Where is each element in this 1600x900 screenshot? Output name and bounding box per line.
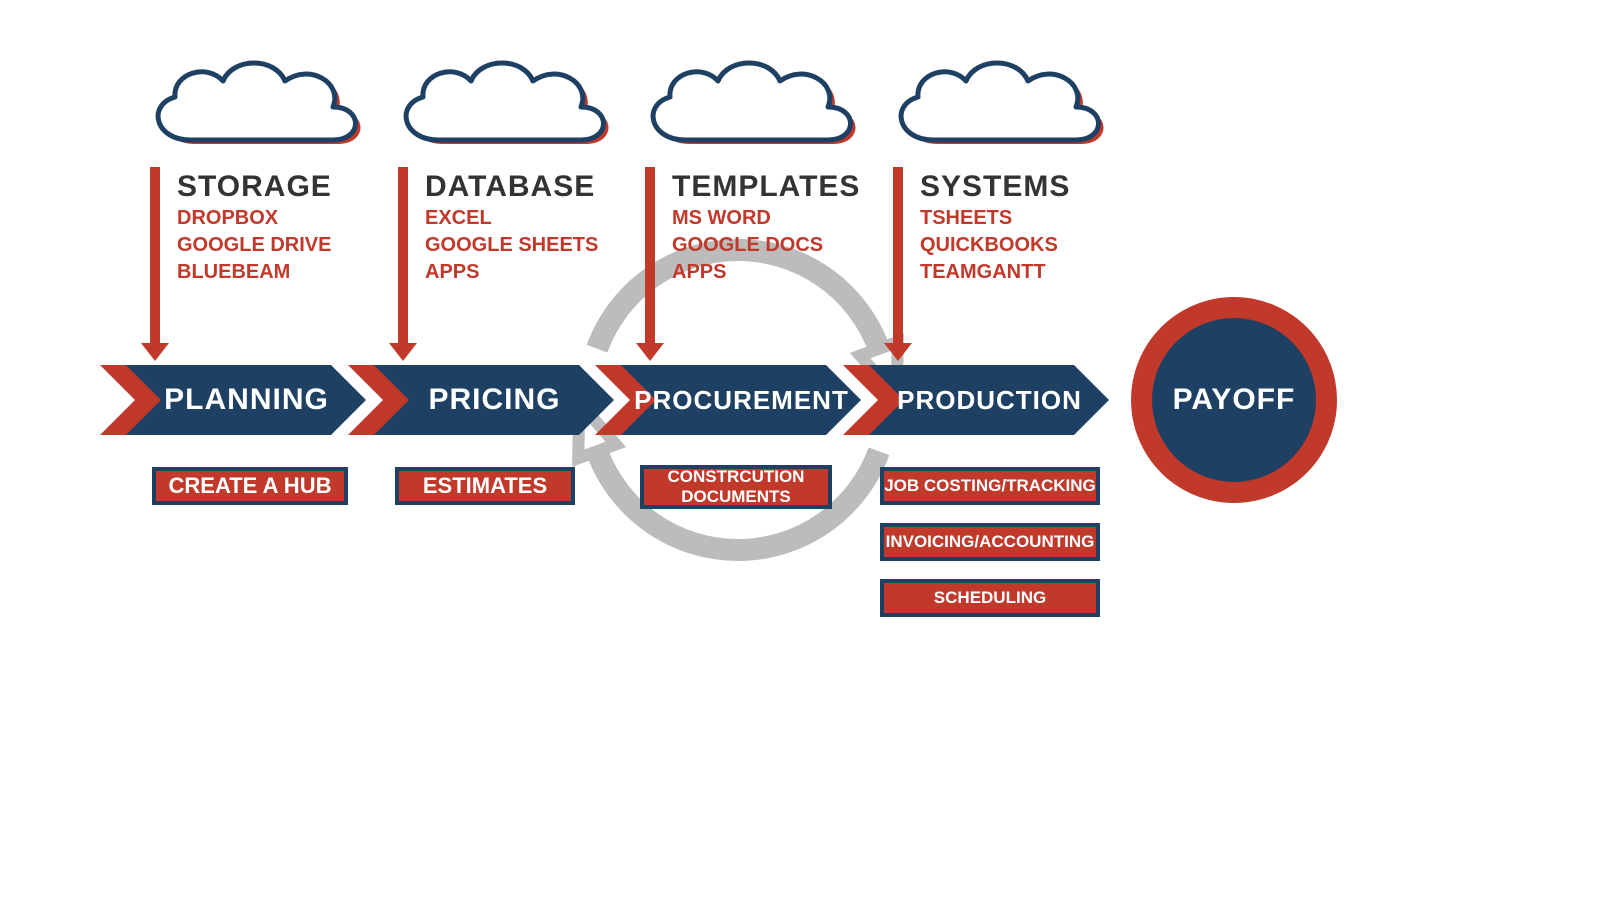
stage-planning: PLANNING bbox=[126, 365, 366, 435]
item-database-0: EXCEL bbox=[425, 205, 598, 232]
item-database-2: APPS bbox=[425, 259, 598, 286]
heading-systems: SYSTEMS bbox=[920, 170, 1070, 204]
badge-invoicing-line-0: INVOICING/ACCOUNTING bbox=[886, 532, 1095, 552]
heading-database: DATABASE bbox=[425, 170, 595, 204]
cloud-database-icon bbox=[383, 30, 613, 170]
badge-construction-documents-line-1: DOCUMENTS bbox=[681, 487, 791, 507]
payoff-circle: PAYOFF bbox=[1131, 297, 1337, 503]
badge-construction-documents: CONSTRCUTIONDOCUMENTS bbox=[640, 465, 832, 509]
badge-job-costing: JOB COSTING/TRACKING bbox=[880, 467, 1100, 505]
heading-templates: TEMPLATES bbox=[672, 170, 860, 204]
payoff-label: PAYOFF bbox=[1131, 297, 1337, 503]
item-templates-2: APPS bbox=[672, 259, 823, 286]
item-systems-2: TEAMGANTT bbox=[920, 259, 1058, 286]
stage-label-procurement: PROCUREMENT bbox=[656, 365, 827, 435]
stage-label-planning: PLANNING bbox=[161, 365, 332, 435]
stage-production: PRODUCTION bbox=[869, 365, 1109, 435]
item-storage-2: BLUEBEAM bbox=[177, 259, 331, 286]
badge-estimates-line-0: ESTIMATES bbox=[423, 473, 547, 499]
cloud-storage-icon bbox=[135, 30, 365, 170]
item-storage-1: GOOGLE DRIVE bbox=[177, 232, 331, 259]
badge-create-a-hub-line-0: CREATE A HUB bbox=[169, 473, 332, 499]
badge-construction-documents-line-0: CONSTRCUTION bbox=[668, 467, 805, 487]
item-systems-1: QUICKBOOKS bbox=[920, 232, 1058, 259]
arrow-head-storage-icon bbox=[141, 343, 169, 361]
arrow-database-icon bbox=[398, 167, 408, 343]
items-storage: DROPBOXGOOGLE DRIVEBLUEBEAM bbox=[177, 205, 331, 286]
stage-pricing: PRICING bbox=[374, 365, 614, 435]
item-templates-0: MS WORD bbox=[672, 205, 823, 232]
items-templates: MS WORDGOOGLE DOCSAPPS bbox=[672, 205, 823, 286]
heading-storage: STORAGE bbox=[177, 170, 332, 204]
item-database-1: GOOGLE SHEETS bbox=[425, 232, 598, 259]
item-storage-0: DROPBOX bbox=[177, 205, 331, 232]
arrow-head-database-icon bbox=[389, 343, 417, 361]
stage-procurement: PROCUREMENT bbox=[621, 365, 861, 435]
arrow-templates-icon bbox=[645, 167, 655, 343]
badge-estimates: ESTIMATES bbox=[395, 467, 575, 505]
stage-label-production: PRODUCTION bbox=[904, 365, 1075, 435]
items-systems: TSHEETSQUICKBOOKSTEAMGANTT bbox=[920, 205, 1058, 286]
item-systems-0: TSHEETS bbox=[920, 205, 1058, 232]
arrow-head-systems-icon bbox=[884, 343, 912, 361]
badge-scheduling-line-0: SCHEDULING bbox=[934, 588, 1046, 608]
badge-invoicing: INVOICING/ACCOUNTING bbox=[880, 523, 1100, 561]
arrow-head-templates-icon bbox=[636, 343, 664, 361]
badge-create-a-hub: CREATE A HUB bbox=[152, 467, 348, 505]
item-templates-1: GOOGLE DOCS bbox=[672, 232, 823, 259]
diagram-canvas: { "type": "flowchart", "background_color… bbox=[0, 0, 1600, 900]
cloud-systems-icon bbox=[878, 30, 1108, 170]
arrow-systems-icon bbox=[893, 167, 903, 343]
stage-label-pricing: PRICING bbox=[409, 365, 580, 435]
badge-job-costing-line-0: JOB COSTING/TRACKING bbox=[884, 476, 1096, 496]
arrow-storage-icon bbox=[150, 167, 160, 343]
badge-scheduling: SCHEDULING bbox=[880, 579, 1100, 617]
items-database: EXCELGOOGLE SHEETSAPPS bbox=[425, 205, 598, 286]
cloud-templates-icon bbox=[630, 30, 860, 170]
